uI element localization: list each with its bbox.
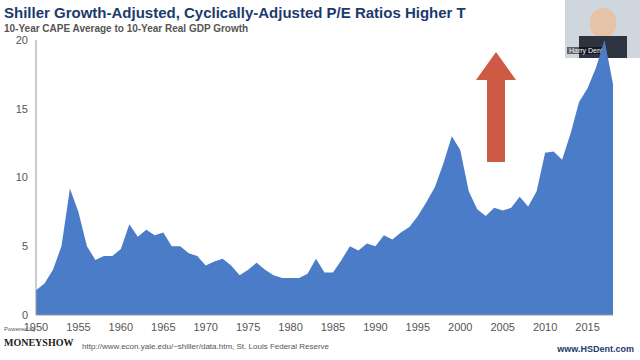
svg-text:15: 15 [16, 103, 28, 115]
svg-text:1980: 1980 [278, 321, 302, 333]
svg-text:1995: 1995 [406, 321, 430, 333]
svg-text:1955: 1955 [66, 321, 90, 333]
svg-text:2015: 2015 [575, 321, 599, 333]
svg-text:0: 0 [22, 309, 28, 321]
svg-text:1965: 1965 [151, 321, 175, 333]
svg-text:20: 20 [16, 34, 28, 46]
svg-text:1990: 1990 [363, 321, 387, 333]
svg-text:2000: 2000 [448, 321, 472, 333]
svg-text:1975: 1975 [236, 321, 260, 333]
svg-text:1960: 1960 [109, 321, 133, 333]
svg-text:2010: 2010 [533, 321, 557, 333]
svg-text:5: 5 [22, 240, 28, 252]
svg-text:1970: 1970 [193, 321, 217, 333]
svg-text:10: 10 [16, 171, 28, 183]
svg-text:2005: 2005 [490, 321, 514, 333]
svg-text:1985: 1985 [321, 321, 345, 333]
